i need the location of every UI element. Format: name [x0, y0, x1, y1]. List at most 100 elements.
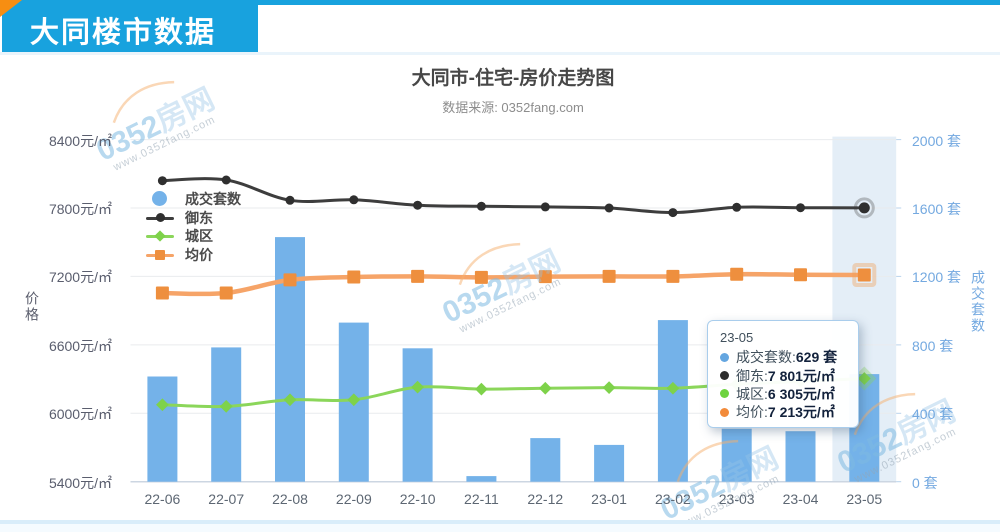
page-bottom-margin [0, 524, 1000, 532]
tooltip-row: 均价: 7 213元/㎡ [720, 403, 858, 421]
y-axis-label-price: 6600元/㎡ [48, 337, 112, 354]
bar-22-06[interactable] [147, 376, 178, 482]
legend-label: 均价 [185, 246, 213, 263]
point-御东-23-01[interactable] [604, 203, 614, 213]
y-axis-label-price: 8400元/㎡ [48, 132, 112, 149]
point-御东-23-05[interactable] [858, 202, 870, 214]
line-均价 [160, 271, 867, 297]
point-城区-22-12[interactable] [538, 381, 552, 395]
y-axis-label-count: 400 套 [912, 406, 954, 423]
point-均价-22-11[interactable] [474, 270, 488, 284]
point-均价-23-03[interactable] [730, 267, 744, 281]
legend-item-御东[interactable]: 御东 [146, 209, 241, 228]
y-axis-label-count: 1200 套 [912, 269, 962, 286]
tooltip-series-label: 均价: [736, 404, 768, 421]
point-城区-22-08[interactable] [283, 393, 297, 407]
tooltip-row: 成交套数: 629 套 [720, 348, 858, 366]
header-top-strip [0, 0, 1000, 5]
legend-marker-icon [146, 191, 174, 207]
site-title: 大同楼市数据 [30, 17, 217, 49]
bar-22-12[interactable] [530, 438, 561, 482]
x-axis-label-22-07: 22-07 [208, 491, 245, 507]
chart-title: 大同市-住宅-房价走势图 [411, 68, 615, 89]
bar-22-11[interactable] [466, 476, 497, 482]
legend-marker-icon [146, 228, 174, 244]
y-axis-label-price: 6000元/㎡ [48, 406, 112, 423]
point-御东-23-02[interactable] [668, 208, 678, 218]
point-城区-22-09[interactable] [347, 393, 361, 407]
tooltip-series-value: 7 213元/㎡ [767, 404, 835, 421]
tooltip-title: 23-05 [720, 330, 754, 345]
point-城区-22-11[interactable] [475, 382, 488, 396]
bar-23-04[interactable] [785, 431, 816, 482]
point-均价-22-07[interactable] [219, 286, 233, 300]
bar-23-01[interactable] [594, 444, 625, 482]
legend-item-成交套数[interactable]: 成交套数 [146, 190, 241, 209]
tooltip-row: 御东: 7 801元/㎡ [720, 366, 858, 384]
bar-23-02[interactable] [657, 320, 688, 482]
legend-label: 御东 [185, 209, 213, 226]
legend-marker-icon [146, 210, 174, 226]
point-均价-22-12[interactable] [538, 270, 552, 284]
tooltip-series-label: 成交套数: [736, 349, 796, 366]
emphasis-halo [852, 263, 877, 287]
point-御东-23-04[interactable] [796, 203, 805, 213]
x-axis-label-23-04: 23-04 [782, 491, 819, 507]
point-御东-22-06[interactable] [157, 176, 167, 186]
y-axis-name-count: 成交套数 [970, 270, 986, 334]
point-御东-23-03[interactable] [732, 202, 742, 212]
point-均价-23-05[interactable] [857, 268, 871, 282]
header-divider [0, 52, 1000, 55]
y-axis-label-price: 7800元/㎡ [48, 201, 112, 218]
tooltip-series-label: 城区: [736, 385, 768, 402]
series-color-dot [720, 407, 729, 417]
legend-item-均价[interactable]: 均价 [146, 246, 241, 265]
x-axis-label-23-03: 23-03 [718, 491, 755, 507]
site-banner: 大同楼市数据 [2, 0, 258, 52]
tooltip-series-value: 6 305元/㎡ [767, 385, 835, 402]
point-御东-22-11[interactable] [476, 201, 486, 211]
tooltip: 23-05 成交套数: 629 套御东: 7 801元/㎡ 城区: 6 305元/… [707, 320, 859, 428]
bar-22-10[interactable] [402, 348, 433, 482]
point-城区-23-01[interactable] [602, 381, 616, 394]
x-axis-label-22-08: 22-08 [272, 491, 308, 507]
point-城区-22-07[interactable] [219, 400, 233, 413]
point-均价-23-04[interactable] [794, 268, 807, 282]
x-axis-label-23-05: 23-05 [846, 491, 883, 507]
series-color-dot [720, 352, 729, 362]
point-均价-22-06[interactable] [155, 286, 169, 300]
corner-ribbon [0, 0, 22, 17]
bar-22-07[interactable] [211, 347, 242, 482]
y-axis-label-count: 800 套 [912, 337, 954, 354]
x-axis-label-22-06: 22-06 [144, 491, 181, 507]
x-axis-label-23-02: 23-02 [654, 491, 691, 507]
point-御东-22-12[interactable] [540, 202, 550, 212]
legend-label: 成交套数 [185, 191, 241, 208]
point-均价-22-09[interactable] [347, 270, 361, 284]
tooltip-row: 城区: 6 305元/㎡ [720, 385, 858, 403]
tooltip-series-value: 629 套 [795, 349, 838, 366]
legend-item-城区[interactable]: 城区 [146, 227, 241, 246]
point-均价-22-10[interactable] [411, 269, 425, 283]
series-color-dot [720, 389, 729, 399]
x-axis-label-22-12: 22-12 [527, 491, 564, 507]
emphasis-halo [853, 197, 875, 219]
point-均价-23-02[interactable] [666, 269, 680, 283]
point-御东-22-10[interactable] [413, 200, 423, 210]
point-均价-22-08[interactable] [283, 273, 297, 287]
tooltip-series-label: 御东: [736, 367, 768, 384]
point-御东-22-07[interactable] [221, 175, 231, 185]
point-城区-22-10[interactable] [411, 380, 424, 394]
point-御东-22-09[interactable] [349, 195, 359, 205]
point-城区-22-06[interactable] [156, 398, 169, 412]
legend-marker-icon [146, 247, 174, 263]
series-color-dot [720, 371, 729, 381]
y-axis-name-price: 价格 [24, 291, 40, 323]
point-均价-23-01[interactable] [602, 269, 616, 283]
point-御东-22-08[interactable] [285, 195, 295, 205]
bar-23-03[interactable] [721, 428, 752, 482]
tooltip-rows: 成交套数: 629 套御东: 7 801元/㎡ 城区: 6 305元/㎡ 均价: 7… [720, 348, 858, 422]
legend-label: 城区 [185, 228, 213, 245]
x-axis-label-23-01: 23-01 [591, 491, 627, 507]
